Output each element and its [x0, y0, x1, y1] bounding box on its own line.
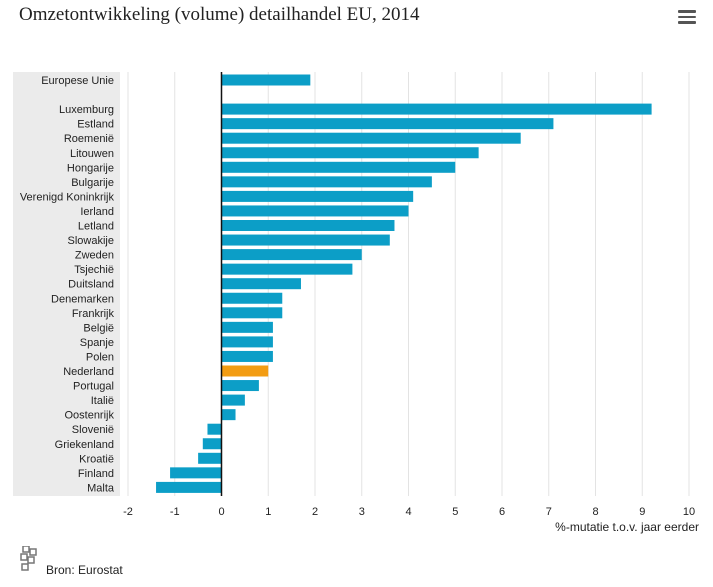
bar[interactable]: [221, 336, 273, 348]
bar[interactable]: [221, 118, 554, 130]
bar[interactable]: [221, 263, 353, 275]
category-label: Zweden: [75, 250, 114, 262]
x-tick-label: 3: [359, 506, 365, 518]
bar[interactable]: [221, 205, 409, 217]
bar[interactable]: [221, 220, 395, 231]
x-tick-label: 5: [452, 506, 458, 518]
category-label: Griekenland: [55, 439, 114, 451]
chart-title: Omzetontwikkeling (volume) detailhandel …: [19, 4, 420, 25]
bar[interactable]: [221, 249, 362, 261]
category-label: België: [83, 322, 114, 334]
category-label: Polen: [86, 351, 114, 363]
bar[interactable]: [221, 307, 283, 319]
source-note: Bron: Eurostat: [46, 563, 123, 577]
bar[interactable]: [221, 103, 652, 115]
bar[interactable]: [221, 350, 273, 362]
bar[interactable]: [221, 161, 456, 173]
category-label: Frankrijk: [72, 308, 115, 320]
x-tick-label: 1: [265, 506, 271, 518]
category-label: Malta: [87, 482, 115, 494]
category-label: Estland: [77, 119, 114, 131]
category-label: Tsjechië: [74, 264, 114, 276]
category-label: Bulgarije: [71, 177, 114, 189]
category-label: Duitsland: [68, 279, 114, 291]
category-label: Denemarken: [51, 293, 114, 305]
x-tick-label: 10: [683, 506, 695, 518]
category-label: Luxemburg: [59, 104, 114, 116]
bar[interactable]: [198, 452, 222, 464]
category-label: Litouwen: [70, 148, 114, 160]
category-label: Ierland: [80, 206, 114, 218]
category-label: Oostenrijk: [64, 410, 114, 422]
category-label-background: [13, 72, 120, 496]
bar[interactable]: [202, 438, 222, 450]
category-label: Slowakije: [68, 235, 114, 247]
bar[interactable]: [221, 190, 414, 202]
category-label: Portugal: [73, 381, 114, 393]
x-tick-label: 8: [592, 506, 598, 518]
x-tick-label: -1: [170, 506, 180, 518]
bar[interactable]: [221, 409, 236, 421]
bar[interactable]: [221, 74, 311, 86]
bar[interactable]: [221, 321, 273, 333]
category-label: Slovenië: [72, 424, 114, 436]
category-label: Finland: [78, 468, 114, 480]
bar[interactable]: [156, 481, 222, 493]
bar[interactable]: [207, 423, 222, 435]
bar[interactable]: [221, 380, 259, 392]
bar[interactable]: [170, 467, 222, 479]
bar[interactable]: [221, 132, 521, 144]
hamburger-menu-icon[interactable]: [678, 10, 696, 24]
x-tick-label: 6: [499, 506, 505, 518]
x-tick-label: 9: [639, 506, 645, 518]
x-tick-label: 4: [405, 506, 411, 518]
x-tick-label: 0: [218, 506, 224, 518]
bar[interactable]: [221, 278, 301, 290]
x-tick-label: -2: [123, 506, 133, 518]
category-label: Verenigd Koninkrijk: [20, 191, 115, 203]
category-label: Europese Unie: [41, 75, 114, 87]
x-tick-label: 2: [312, 506, 318, 518]
x-axis-title: %-mutatie t.o.v. jaar eerder: [555, 520, 699, 534]
bar[interactable]: [221, 394, 245, 406]
bar-highlighted[interactable]: [221, 365, 269, 377]
category-label: Kroatië: [79, 453, 114, 465]
cbs-logo-icon: [19, 545, 41, 572]
category-label: Letland: [78, 221, 114, 233]
category-label: Spanje: [80, 337, 114, 349]
category-label: Roemenië: [64, 133, 114, 145]
bar[interactable]: [221, 234, 390, 246]
bar[interactable]: [221, 292, 283, 304]
bar[interactable]: [221, 176, 432, 188]
category-label: Nederland: [63, 366, 114, 378]
x-tick-label: 7: [546, 506, 552, 518]
bar[interactable]: [221, 147, 479, 159]
category-label: Hongarije: [67, 162, 114, 174]
category-label: Italië: [91, 395, 114, 407]
